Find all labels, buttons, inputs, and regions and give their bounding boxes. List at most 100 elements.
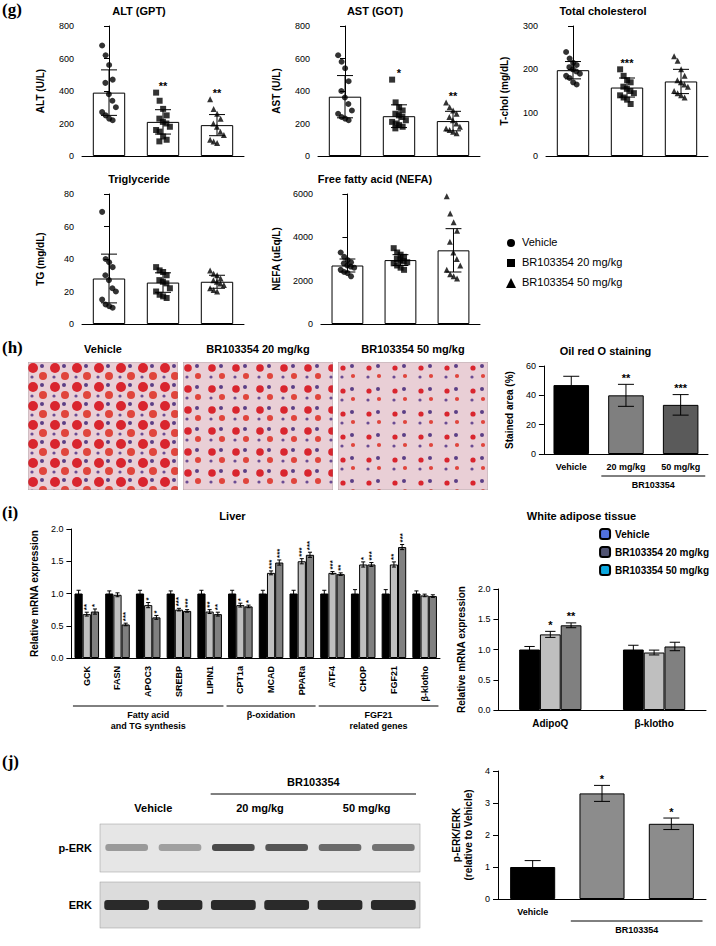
svg-text:Liver: Liver xyxy=(219,510,246,522)
svg-text:**: ** xyxy=(567,610,576,622)
svg-text:**: ** xyxy=(622,372,631,384)
svg-text:20 mg/kg: 20 mg/kg xyxy=(606,462,645,472)
svg-text:200: 200 xyxy=(295,119,310,129)
svg-text:FGF21: FGF21 xyxy=(389,666,399,694)
svg-text:300: 300 xyxy=(523,21,538,31)
svg-text:**: ** xyxy=(449,90,458,102)
svg-text:1.5: 1.5 xyxy=(51,556,64,566)
svg-text:*: * xyxy=(669,806,674,818)
svg-text:FGF21: FGF21 xyxy=(365,710,393,720)
svg-text:40: 40 xyxy=(526,390,536,400)
svg-text:p-ERK: p-ERK xyxy=(58,842,92,854)
svg-text:0: 0 xyxy=(485,894,490,904)
svg-text:*: * xyxy=(144,597,153,601)
svg-text:AdipoQ: AdipoQ xyxy=(532,718,568,729)
svg-text:0: 0 xyxy=(69,151,74,161)
svg-text:BR103354 20 mg/kg: BR103354 20 mg/kg xyxy=(615,547,709,558)
svg-text:ALT (U/L): ALT (U/L) xyxy=(35,69,46,113)
svg-text:800: 800 xyxy=(59,21,74,31)
svg-text:NEFA (uEq/L): NEFA (uEq/L) xyxy=(271,227,282,291)
svg-text:***: *** xyxy=(398,532,407,542)
svg-text:related genes: related genes xyxy=(350,721,408,731)
svg-text:Fatty acid: Fatty acid xyxy=(127,710,169,720)
svg-text:***: *** xyxy=(674,382,688,394)
svg-text:Vehicle: Vehicle xyxy=(615,529,650,540)
svg-text:Relative mRNA expression: Relative mRNA expression xyxy=(456,586,467,713)
svg-text:1: 1 xyxy=(485,862,490,872)
svg-text:β-klotho: β-klotho xyxy=(420,666,430,702)
svg-text:BR103354: BR103354 xyxy=(287,776,340,788)
svg-text:0.0: 0.0 xyxy=(51,653,64,663)
svg-text:TG (mg/dL): TG (mg/dL) xyxy=(35,232,46,285)
svg-text:60: 60 xyxy=(64,222,74,232)
svg-text:AST (U/L): AST (U/L) xyxy=(271,68,282,114)
svg-text:Triglyceride: Triglyceride xyxy=(108,173,170,185)
svg-text:0.0: 0.0 xyxy=(478,705,491,715)
svg-text:***: *** xyxy=(183,597,192,607)
svg-text:4000: 4000 xyxy=(293,232,313,242)
svg-text:*: * xyxy=(397,67,402,79)
svg-text:0: 0 xyxy=(533,151,538,161)
svg-text:2000: 2000 xyxy=(293,276,313,286)
svg-text:600: 600 xyxy=(295,54,310,64)
svg-text:(relative to Vehicle): (relative to Vehicle) xyxy=(463,789,474,880)
svg-text:CHOP: CHOP xyxy=(358,666,368,692)
svg-text:0.5: 0.5 xyxy=(51,621,64,631)
svg-text:Vehicle: Vehicle xyxy=(517,907,548,917)
svg-text:6000: 6000 xyxy=(293,189,313,199)
svg-text:β-klotho: β-klotho xyxy=(634,718,673,729)
svg-text:60: 60 xyxy=(526,361,536,371)
svg-text:ERK: ERK xyxy=(69,899,92,911)
svg-text:0: 0 xyxy=(308,319,313,329)
svg-text:1.0: 1.0 xyxy=(51,589,64,599)
svg-text:80: 80 xyxy=(64,189,74,199)
svg-text:β-oxidation: β-oxidation xyxy=(247,710,296,720)
svg-text:Free fatty acid (NEFA): Free fatty acid (NEFA) xyxy=(318,173,433,185)
svg-text:Total cholesterol: Total cholesterol xyxy=(559,5,646,17)
svg-text:Vehicle: Vehicle xyxy=(134,802,172,814)
svg-text:*: * xyxy=(548,619,553,631)
svg-text:Oil red O staining: Oil red O staining xyxy=(560,345,652,357)
svg-text:BR103354: BR103354 xyxy=(615,925,658,935)
svg-text:*: * xyxy=(152,609,161,613)
svg-text:0: 0 xyxy=(305,151,310,161)
svg-text:FASN: FASN xyxy=(112,666,122,690)
svg-text:***: *** xyxy=(275,548,284,558)
svg-text:AST (GOT): AST (GOT) xyxy=(347,5,404,17)
svg-text:**: ** xyxy=(159,80,168,92)
svg-text:400: 400 xyxy=(59,86,74,96)
svg-text:*: * xyxy=(90,603,99,607)
svg-text:**: ** xyxy=(389,553,398,560)
svg-text:20: 20 xyxy=(526,420,536,430)
svg-text:***: *** xyxy=(267,559,276,569)
svg-text:LIPIN1: LIPIN1 xyxy=(205,666,215,694)
svg-text:MCAD: MCAD xyxy=(266,666,276,693)
svg-text:White adipose tissue: White adipose tissue xyxy=(527,510,636,522)
svg-text:1.0: 1.0 xyxy=(478,645,491,655)
svg-text:***: *** xyxy=(121,611,130,621)
svg-text:40: 40 xyxy=(64,254,74,264)
svg-text:0.5: 0.5 xyxy=(478,675,491,685)
svg-text:0: 0 xyxy=(531,449,536,459)
svg-text:600: 600 xyxy=(59,54,74,64)
svg-text:ALT (GPT): ALT (GPT) xyxy=(112,5,166,17)
svg-text:Stained area (%): Stained area (%) xyxy=(504,371,515,449)
svg-text:***: *** xyxy=(367,550,376,560)
svg-text:CPT1a: CPT1a xyxy=(235,665,245,694)
svg-text:20: 20 xyxy=(64,287,74,297)
svg-text:1.5: 1.5 xyxy=(478,614,491,624)
svg-text:*: * xyxy=(600,773,605,785)
svg-text:SREBP: SREBP xyxy=(174,666,184,697)
svg-text:200: 200 xyxy=(523,64,538,74)
svg-text:2.0: 2.0 xyxy=(51,524,64,534)
svg-text:4: 4 xyxy=(485,766,490,776)
svg-text:2.0: 2.0 xyxy=(478,584,491,594)
svg-text:Relative mRNA expression: Relative mRNA expression xyxy=(29,530,40,657)
svg-text:100: 100 xyxy=(523,108,538,118)
svg-text:and TG synthesis: and TG synthesis xyxy=(111,721,186,731)
svg-text:APOC3: APOC3 xyxy=(143,666,153,697)
svg-text:**: ** xyxy=(213,603,222,610)
svg-text:GCK: GCK xyxy=(82,666,92,687)
svg-text:BR103354 50 mg/kg: BR103354 50 mg/kg xyxy=(615,565,709,576)
svg-text:BR103354: BR103354 xyxy=(632,480,675,490)
